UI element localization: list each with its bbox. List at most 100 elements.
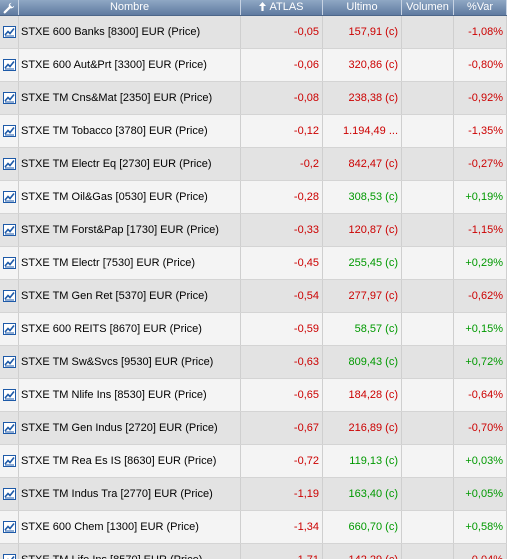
percent-change: +0,05%	[454, 478, 507, 510]
change-value: -1,34	[241, 511, 323, 543]
volume-value	[402, 214, 454, 246]
column-header-change[interactable]: ATLAS	[241, 0, 323, 15]
last-price: 58,57 (c)	[323, 313, 402, 345]
instrument-name: STXE TM Sw&Svcs [9530] EUR (Price)	[19, 346, 241, 378]
chart-icon[interactable]	[2, 356, 16, 368]
chart-icon[interactable]	[2, 92, 16, 104]
row-icon-cell[interactable]	[0, 445, 19, 477]
chart-icon[interactable]	[2, 488, 16, 500]
row-icon-cell[interactable]	[0, 544, 19, 559]
last-price: 308,53 (c)	[323, 181, 402, 213]
last-price: 809,43 (c)	[323, 346, 402, 378]
chart-icon[interactable]	[2, 554, 16, 559]
settings-header-cell[interactable]	[0, 0, 19, 15]
chart-icon[interactable]	[2, 323, 16, 335]
table-row[interactable]: STXE TM Gen Ret [5370] EUR (Price) -0,54 2…	[0, 280, 507, 313]
wrench-icon[interactable]	[3, 2, 15, 14]
chart-icon[interactable]	[2, 26, 16, 38]
percent-change: +0,03%	[454, 445, 507, 477]
table-row[interactable]: STXE TM Sw&Svcs [9530] EUR (Price) -0,63 8…	[0, 346, 507, 379]
table-row[interactable]: STXE 600 Chem [1300] EUR (Price) -1,34 660…	[0, 511, 507, 544]
row-icon-cell[interactable]	[0, 115, 19, 147]
table-row[interactable]: STXE TM Forst&Pap [1730] EUR (Price) -0,3…	[0, 214, 507, 247]
change-value: -0,33	[241, 214, 323, 246]
row-icon-cell[interactable]	[0, 247, 19, 279]
table-row[interactable]: STXE TM Electr [7530] EUR (Price) -0,45 25…	[0, 247, 507, 280]
table-row[interactable]: STXE TM Electr Eq [2730] EUR (Price) -0,2…	[0, 148, 507, 181]
volume-value	[402, 544, 454, 559]
last-price: 157,91 (c)	[323, 16, 402, 48]
chart-icon[interactable]	[2, 521, 16, 533]
last-price: 216,89 (c)	[323, 412, 402, 444]
chart-icon[interactable]	[2, 389, 16, 401]
row-icon-cell[interactable]	[0, 511, 19, 543]
table-row[interactable]: STXE TM Gen Indus [2720] EUR (Price) -0,6…	[0, 412, 507, 445]
instrument-name: STXE 600 Banks [8300] EUR (Price)	[19, 16, 241, 48]
chart-icon[interactable]	[2, 125, 16, 137]
table-row[interactable]: STXE 600 REITS [8670] EUR (Price) -0,59 58…	[0, 313, 507, 346]
instrument-name: STXE 600 Chem [1300] EUR (Price)	[19, 511, 241, 543]
volume-value	[402, 478, 454, 510]
last-price: 277,97 (c)	[323, 280, 402, 312]
percent-change: +0,29%	[454, 247, 507, 279]
instrument-name: STXE TM Electr Eq [2730] EUR (Price)	[19, 148, 241, 180]
instrument-name: STXE TM Tobacco [3780] EUR (Price)	[19, 115, 241, 147]
row-icon-cell[interactable]	[0, 148, 19, 180]
chart-icon[interactable]	[2, 257, 16, 269]
volume-value	[402, 82, 454, 114]
column-header-last[interactable]: Ultimo	[323, 0, 402, 15]
column-header-name[interactable]: Nombre	[19, 0, 241, 15]
row-icon-cell[interactable]	[0, 280, 19, 312]
column-header-volume[interactable]: Volumen	[402, 0, 454, 15]
change-value: -0,45	[241, 247, 323, 279]
percent-change: -0,62%	[454, 280, 507, 312]
chart-icon[interactable]	[2, 422, 16, 434]
row-icon-cell[interactable]	[0, 82, 19, 114]
last-price: 1.194,49 ...	[323, 115, 402, 147]
change-value: -0,54	[241, 280, 323, 312]
change-value: -0,72	[241, 445, 323, 477]
instrument-name: STXE 600 Aut&Prt [3300] EUR (Price)	[19, 49, 241, 81]
instrument-name: STXE TM Oil&Gas [0530] EUR (Price)	[19, 181, 241, 213]
row-icon-cell[interactable]	[0, 16, 19, 48]
last-price: 119,13 (c)	[323, 445, 402, 477]
table-row[interactable]: STXE TM Nlife Ins [8530] EUR (Price) -0,6…	[0, 379, 507, 412]
percent-change: -0,80%	[454, 49, 507, 81]
row-icon-cell[interactable]	[0, 478, 19, 510]
row-icon-cell[interactable]	[0, 379, 19, 411]
table-row[interactable]: STXE 600 Aut&Prt [3300] EUR (Price) -0,06…	[0, 49, 507, 82]
percent-change: -1,08%	[454, 16, 507, 48]
chart-icon[interactable]	[2, 59, 16, 71]
table-row[interactable]: STXE TM Tobacco [3780] EUR (Price) -0,12 1…	[0, 115, 507, 148]
sort-up-arrow-icon	[259, 1, 267, 11]
table-row[interactable]: STXE TM Indus Tra [2770] EUR (Price) -1,1…	[0, 478, 507, 511]
chart-icon[interactable]	[2, 290, 16, 302]
last-price: 163,40 (c)	[323, 478, 402, 510]
change-value: -1,71	[241, 544, 323, 559]
change-value: -0,67	[241, 412, 323, 444]
row-icon-cell[interactable]	[0, 313, 19, 345]
row-icon-cell[interactable]	[0, 181, 19, 213]
chart-icon[interactable]	[2, 191, 16, 203]
chart-icon[interactable]	[2, 158, 16, 170]
table-row[interactable]: STXE TM Cns&Mat [2350] EUR (Price) -0,08 2…	[0, 82, 507, 115]
row-icon-cell[interactable]	[0, 412, 19, 444]
row-icon-cell[interactable]	[0, 49, 19, 81]
row-icon-cell[interactable]	[0, 214, 19, 246]
table-row[interactable]: STXE TM Rea Es IS [8630] EUR (Price) -0,7…	[0, 445, 507, 478]
change-value: -0,65	[241, 379, 323, 411]
instrument-name: STXE 600 REITS [8670] EUR (Price)	[19, 313, 241, 345]
volume-value	[402, 247, 454, 279]
chart-icon[interactable]	[2, 455, 16, 467]
table-row[interactable]: STXE 600 Banks [8300] EUR (Price) -0,05 15…	[0, 16, 507, 49]
chart-icon[interactable]	[2, 224, 16, 236]
volume-value	[402, 49, 454, 81]
row-icon-cell[interactable]	[0, 346, 19, 378]
column-header-pct[interactable]: %Var	[454, 0, 507, 15]
percent-change: +0,58%	[454, 511, 507, 543]
table-row[interactable]: STXE TM Oil&Gas [0530] EUR (Price) -0,28 3…	[0, 181, 507, 214]
table-row[interactable]: STXE TM Life Ins [8570] EUR (Price)-1,71…	[0, 544, 507, 559]
volume-value	[402, 346, 454, 378]
volume-value	[402, 511, 454, 543]
